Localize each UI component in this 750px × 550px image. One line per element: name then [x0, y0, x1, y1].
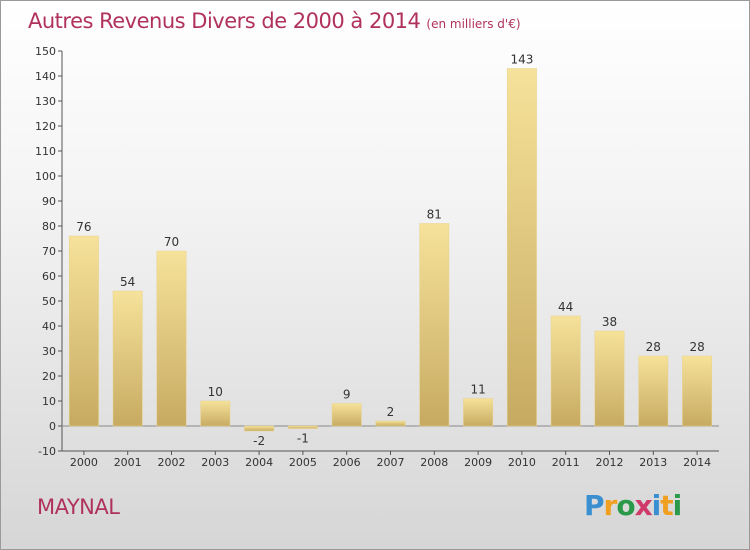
- bar: [419, 223, 450, 427]
- place-name: MAYNAL: [37, 495, 120, 519]
- bar-value-label: 44: [558, 300, 573, 314]
- x-tick-label: 2007: [377, 456, 405, 469]
- chart-title: Autres Revenus Divers de 2000 à 2014: [28, 9, 421, 33]
- bar-value-label: 9: [343, 388, 351, 402]
- y-tick-label: -10: [38, 445, 56, 458]
- x-tick-label: 2013: [639, 456, 667, 469]
- y-tick-label: 20: [42, 370, 56, 383]
- x-tick-label: 2003: [201, 456, 229, 469]
- bar-value-label: 81: [427, 208, 442, 222]
- y-tick-label: 90: [42, 195, 56, 208]
- x-tick-label: 2011: [552, 456, 580, 469]
- y-tick-label: 80: [42, 220, 56, 233]
- y-tick-label: 70: [42, 245, 56, 258]
- bar: [594, 330, 625, 427]
- bar-value-label: 10: [208, 385, 223, 399]
- bar-value-label: 28: [646, 340, 661, 354]
- x-tick-label: 2008: [420, 456, 448, 469]
- bar: [506, 68, 537, 427]
- bar: [156, 250, 187, 427]
- bar: [682, 355, 713, 427]
- x-tick-label: 2012: [596, 456, 624, 469]
- y-tick-label: 120: [35, 120, 56, 133]
- bar-value-label: 38: [602, 315, 617, 329]
- y-tick-label: 150: [35, 45, 56, 58]
- proxiti-logo[interactable]: Proxiti: [584, 489, 682, 522]
- x-tick-label: 2001: [114, 456, 142, 469]
- x-tick-label: 2004: [245, 456, 273, 469]
- bar-value-label: 54: [120, 275, 135, 289]
- bar-value-label: -1: [297, 432, 309, 446]
- x-tick-label: 2009: [464, 456, 492, 469]
- y-tick-label: 10: [42, 395, 56, 408]
- chart-bars: [68, 68, 713, 432]
- y-tick-label: 100: [35, 170, 56, 183]
- y-tick-label: 30: [42, 345, 56, 358]
- bar: [375, 420, 406, 427]
- y-tick-label: 40: [42, 320, 56, 333]
- chart-data-labels: 76 54 70 10 -2 -1 9 2 81 11 143 44 38 28 28: [76, 53, 704, 449]
- y-tick-label: 50: [42, 295, 56, 308]
- bar-value-label: 143: [510, 53, 533, 67]
- y-tick-label: 130: [35, 95, 56, 108]
- y-tick-label: 140: [35, 70, 56, 83]
- x-tick-label: 2005: [289, 456, 317, 469]
- bar: [463, 398, 494, 427]
- bar: [638, 355, 669, 427]
- bar: [331, 403, 362, 427]
- chart-unit: (en milliers d'€): [426, 17, 521, 31]
- bar-value-label: 28: [689, 340, 704, 354]
- x-tick-label: 2006: [333, 456, 361, 469]
- y-tick-label: 60: [42, 270, 56, 283]
- bar: [200, 400, 231, 427]
- x-tick-label: 2002: [158, 456, 186, 469]
- bar: [112, 290, 143, 427]
- bar: [68, 235, 99, 427]
- x-tick-label: 2000: [70, 456, 98, 469]
- bar: [287, 425, 318, 429]
- y-tick-label: 0: [49, 420, 56, 433]
- bar: [244, 425, 275, 432]
- bar-value-label: 11: [470, 383, 485, 397]
- chart-axes: -10 0 10 20 30 40 50 60 70 80 90 100 110 120 130 140 150: [35, 45, 719, 458]
- bar: [550, 315, 581, 427]
- bar-value-label: 2: [387, 405, 395, 419]
- chart-title-block: Autres Revenus Divers de 2000 à 2014 (en …: [28, 9, 521, 33]
- x-tick-label: 2014: [683, 456, 711, 469]
- bar-value-label: -2: [253, 434, 265, 448]
- chart-x-tick-labels: 2000 2001 2002 2003 2004 2005 2006 2007 2008 2009…: [70, 451, 711, 469]
- bar-value-label: 76: [76, 220, 91, 234]
- x-tick-label: 2010: [508, 456, 536, 469]
- bar-value-label: 70: [164, 235, 179, 249]
- y-tick-label: 110: [35, 145, 56, 158]
